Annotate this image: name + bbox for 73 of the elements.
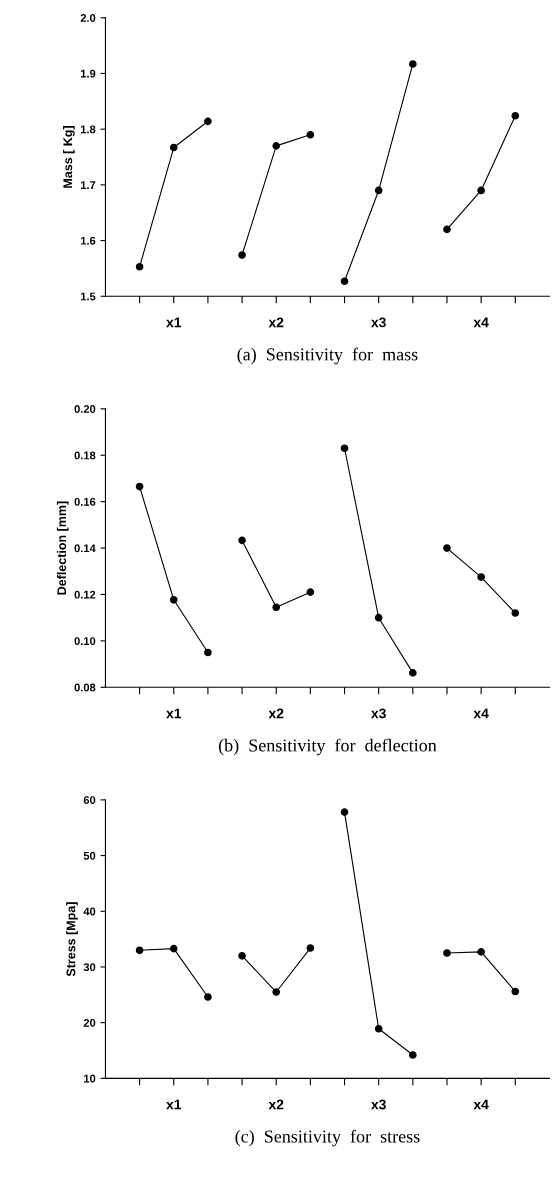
point bbox=[340, 277, 349, 286]
point bbox=[272, 988, 281, 996]
y-tick-label: 40 bbox=[83, 907, 96, 916]
y-tick-label: 0.20 bbox=[74, 405, 96, 413]
point bbox=[306, 588, 315, 596]
point bbox=[374, 186, 383, 195]
point bbox=[409, 60, 417, 68]
text: (b) Sensitivity for deflection bbox=[218, 738, 437, 756]
point bbox=[238, 536, 246, 545]
y-tick-label: 20 bbox=[83, 1018, 96, 1027]
y-tick-label: 0.16 bbox=[74, 497, 96, 506]
point bbox=[272, 142, 281, 150]
point bbox=[169, 143, 178, 152]
y-tick-label: 0.08 bbox=[74, 683, 96, 692]
point bbox=[477, 948, 485, 956]
y-tick-label: 60 bbox=[83, 796, 96, 805]
x-tick-label: x2 bbox=[268, 708, 284, 719]
point bbox=[477, 186, 485, 195]
y-tick-label: 30 bbox=[83, 963, 96, 972]
point bbox=[409, 669, 417, 677]
point bbox=[443, 949, 451, 957]
x-tick-label: x1 bbox=[166, 708, 182, 719]
x-tick-label: x4 bbox=[473, 708, 489, 719]
point bbox=[169, 944, 178, 953]
x-tick-label: x3 bbox=[371, 317, 386, 328]
point bbox=[135, 482, 144, 491]
point bbox=[204, 648, 212, 657]
y-tick-label: 0.18 bbox=[74, 451, 96, 460]
y-tick-label: 10 bbox=[84, 1074, 96, 1083]
y-tick-label: 1.6 bbox=[80, 236, 96, 245]
point bbox=[409, 1051, 417, 1059]
y-axis-title: Deflection [mm] bbox=[56, 501, 69, 595]
point bbox=[204, 117, 212, 126]
x-tick-label: x3 bbox=[371, 1099, 386, 1110]
point bbox=[511, 111, 520, 120]
y-tick-label: 0.14 bbox=[74, 544, 96, 553]
point bbox=[443, 225, 451, 234]
point bbox=[477, 573, 485, 581]
y-axis-title: Mass [ Kg] bbox=[63, 126, 75, 188]
point bbox=[204, 993, 212, 1001]
x-tick-label: x3 bbox=[371, 708, 386, 719]
point bbox=[374, 1024, 383, 1033]
point bbox=[511, 987, 520, 996]
x-tick-label: x2 bbox=[268, 317, 284, 328]
y-tick-label: 0.12 bbox=[74, 590, 96, 599]
point bbox=[306, 130, 315, 139]
y-tick-label: 0.10 bbox=[74, 637, 96, 646]
point bbox=[238, 251, 246, 259]
point bbox=[374, 613, 383, 622]
text: (a) Sensitivity for mass bbox=[237, 347, 418, 365]
x-tick-label: x4 bbox=[473, 1099, 489, 1110]
point bbox=[340, 808, 349, 816]
x-tick-label: x1 bbox=[166, 1099, 182, 1110]
y-axis-title: Stress [Mpa] bbox=[66, 902, 78, 977]
y-tick-label: 1.8 bbox=[80, 125, 96, 134]
text: (c) Sensitivity for stress bbox=[235, 1129, 420, 1147]
point bbox=[306, 944, 315, 952]
point bbox=[443, 544, 451, 552]
point bbox=[340, 444, 349, 453]
y-tick-label: 50 bbox=[83, 851, 96, 860]
point bbox=[135, 946, 144, 955]
y-tick-label: 1.9 bbox=[80, 69, 96, 78]
point bbox=[272, 603, 281, 612]
y-tick-label: 1.5 bbox=[80, 292, 96, 301]
y-tick-label: 1.7 bbox=[80, 181, 96, 189]
y-tick-label: 2.0 bbox=[80, 14, 96, 22]
point bbox=[238, 952, 246, 960]
x-tick-label: x2 bbox=[268, 1099, 284, 1110]
point bbox=[135, 262, 144, 271]
x-tick-label: x1 bbox=[166, 317, 182, 328]
point bbox=[169, 595, 178, 604]
x-tick-label: x4 bbox=[473, 317, 489, 328]
point bbox=[511, 609, 520, 617]
